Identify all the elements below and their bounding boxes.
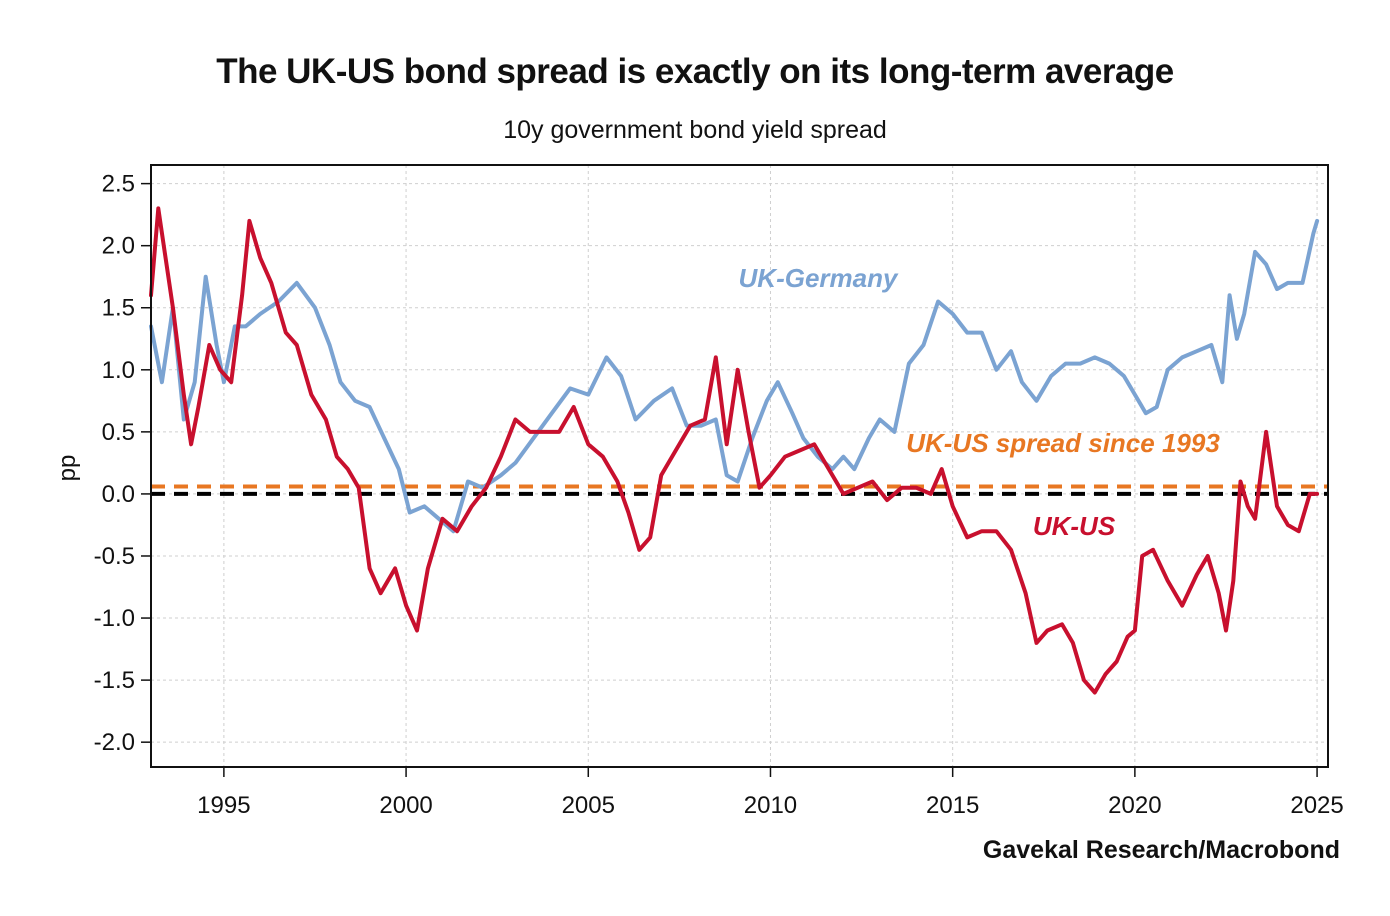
x-axis: 1995 2000 2005 2010 2015 2020 2025	[197, 767, 1344, 819]
y-axis: 2.5 2.0 1.5 1.0 0.5 0.0 -0.5 -1.0 -1.5 -2.0	[94, 171, 151, 756]
y-tick-label: 1.5	[102, 295, 135, 322]
y-tick-label: 2.5	[102, 171, 135, 198]
y-tick-label: 0.0	[102, 481, 135, 508]
series-lines	[149, 206, 1320, 695]
series-line-uk-us	[149, 206, 1320, 695]
x-tick-label: 2010	[744, 792, 797, 819]
y-tick-label: 1.0	[102, 357, 135, 384]
y-tick-label: -1.0	[94, 605, 135, 632]
y-tick-label: 0.5	[102, 419, 135, 446]
chart-subtitle: 10y government bond yield spread	[503, 116, 887, 144]
x-tick-label: 2020	[1108, 792, 1161, 819]
series-line-uk-germany	[149, 218, 1320, 534]
x-tick-label: 2000	[379, 792, 432, 819]
chart-title: The UK-US bond spread is exactly on its …	[216, 52, 1174, 91]
plot-frame	[150, 164, 1329, 768]
y-tick-label: 2.0	[102, 233, 135, 260]
reference-lines	[151, 484, 1328, 496]
x-tick-label: 2005	[562, 792, 615, 819]
series-label-uk-germany: UK-Germany	[739, 263, 899, 293]
x-tick-label: 2025	[1290, 792, 1343, 819]
y-tick-label: -2.0	[94, 729, 135, 756]
grid	[151, 165, 1328, 767]
y-axis-label: pp	[54, 455, 81, 482]
x-tick-label: 1995	[197, 792, 250, 819]
source-credit: Gavekal Research/Macrobond	[982, 836, 1340, 864]
reference-label-uk-us-average: UK-US spread since 1993	[906, 428, 1220, 458]
y-tick-label: -1.5	[94, 667, 135, 694]
x-tick-label: 2015	[926, 792, 979, 819]
series-label-uk-us: UK-US	[1033, 511, 1116, 541]
y-tick-label: -0.5	[94, 543, 135, 570]
